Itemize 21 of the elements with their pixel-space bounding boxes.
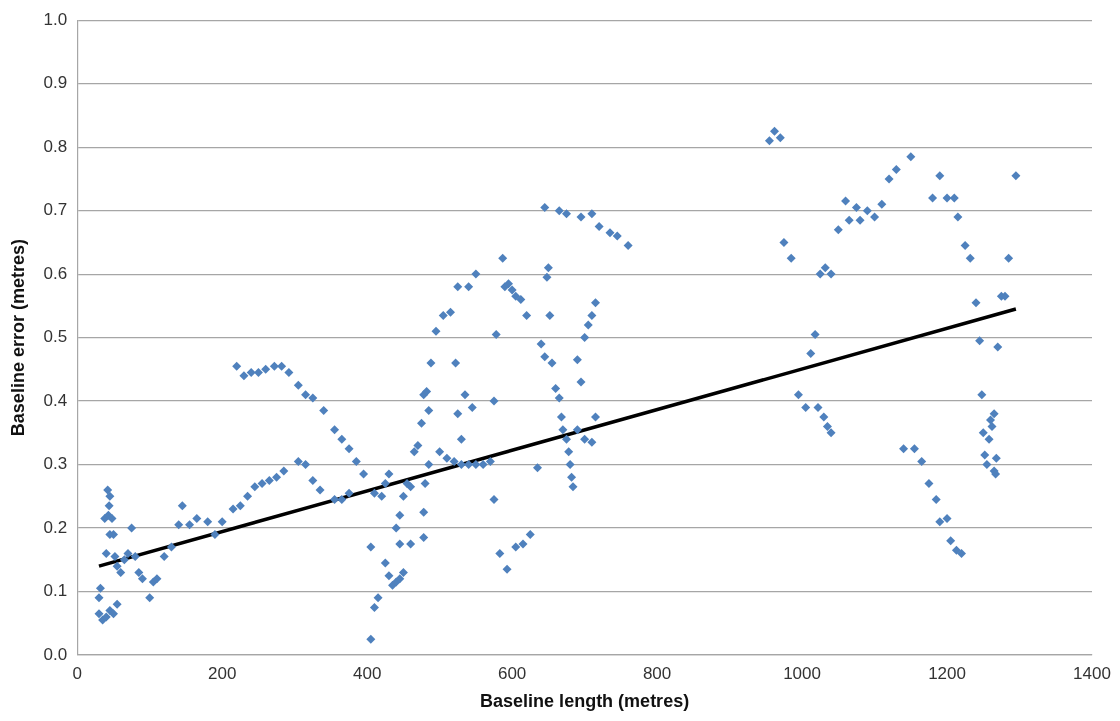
y-axis-title: Baseline error (metres) bbox=[7, 239, 28, 437]
x-tick-label: 200 bbox=[208, 663, 237, 683]
x-axis-title: Baseline length (metres) bbox=[480, 691, 690, 712]
x-tick-label: 1000 bbox=[783, 663, 821, 683]
x-tick-label: 1200 bbox=[928, 663, 966, 683]
x-tick-label: 1400 bbox=[1073, 663, 1111, 683]
y-tick-label: 0.5 bbox=[43, 327, 68, 347]
x-tick-label: 0 bbox=[72, 663, 82, 683]
y-tick-label: 0.9 bbox=[43, 73, 68, 93]
y-tick-label: 0.8 bbox=[43, 136, 68, 156]
y-tick-label: 0.7 bbox=[43, 200, 68, 220]
y-tick-label: 0.4 bbox=[43, 390, 68, 410]
y-tick-label: 0.0 bbox=[43, 644, 68, 664]
y-tick-label: 0.2 bbox=[43, 517, 68, 537]
y-tick-label: 0.6 bbox=[43, 263, 68, 283]
y-tick-label: 0.1 bbox=[43, 581, 68, 601]
y-tick-label: 1.0 bbox=[43, 9, 68, 29]
y-tick-label: 0.3 bbox=[43, 454, 68, 474]
x-tick-label: 400 bbox=[352, 663, 382, 683]
x-tick-label: 600 bbox=[497, 663, 527, 683]
x-tick-label: 800 bbox=[642, 663, 672, 683]
